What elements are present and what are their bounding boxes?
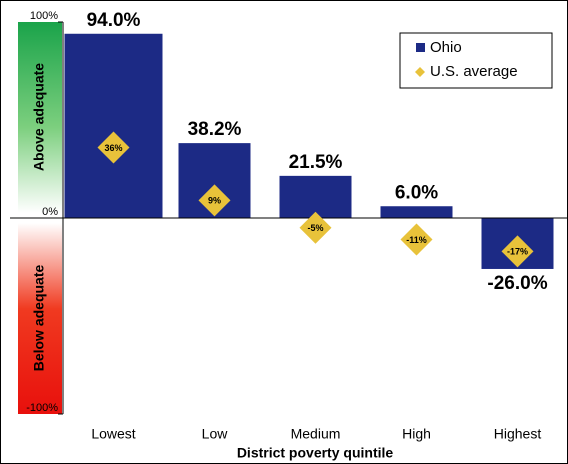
diamond-marker	[501, 235, 534, 268]
diamond-marker	[198, 184, 231, 217]
x-tick-label: Low	[202, 426, 229, 442]
legend: Ohio U.S. average	[399, 32, 553, 89]
legend-label: U.S. average	[430, 63, 518, 80]
y-tick-label: 0%	[42, 206, 58, 218]
legend-swatch	[415, 67, 425, 77]
data-label: 94.0%	[87, 10, 141, 31]
marker-label: -11%	[406, 235, 427, 245]
diamond-marker	[400, 223, 433, 256]
y-tick-label: -100%	[26, 402, 58, 414]
x-tick-label: High	[402, 426, 431, 442]
diamond-marker	[299, 211, 332, 244]
marker-label: 9%	[208, 196, 221, 206]
marker-label: 36%	[104, 143, 122, 153]
data-label: -26.0%	[487, 273, 547, 294]
bar	[380, 206, 453, 218]
below-band	[18, 223, 62, 414]
bar	[279, 175, 352, 218]
y-tick-label: 100%	[30, 10, 58, 22]
legend-swatch	[416, 43, 425, 52]
above-band	[18, 22, 62, 213]
bar	[64, 33, 163, 219]
x-tick-label: Highest	[494, 426, 542, 442]
x-tick-label: Lowest	[91, 426, 135, 442]
x-tick-label: Medium	[291, 426, 341, 442]
diamond-marker	[97, 131, 130, 164]
marker-label: -17%	[507, 247, 528, 257]
data-label: 21.5%	[289, 152, 343, 173]
data-label: 38.2%	[188, 119, 242, 140]
data-label: 6.0%	[395, 182, 438, 203]
legend-box	[399, 32, 553, 89]
legend-label: Ohio	[430, 39, 462, 56]
marker-label: -5%	[307, 223, 323, 233]
x-axis-title: District poverty quintile	[237, 445, 394, 461]
band-label: Below adequate	[31, 265, 47, 372]
band-label: Above adequate	[31, 63, 47, 171]
